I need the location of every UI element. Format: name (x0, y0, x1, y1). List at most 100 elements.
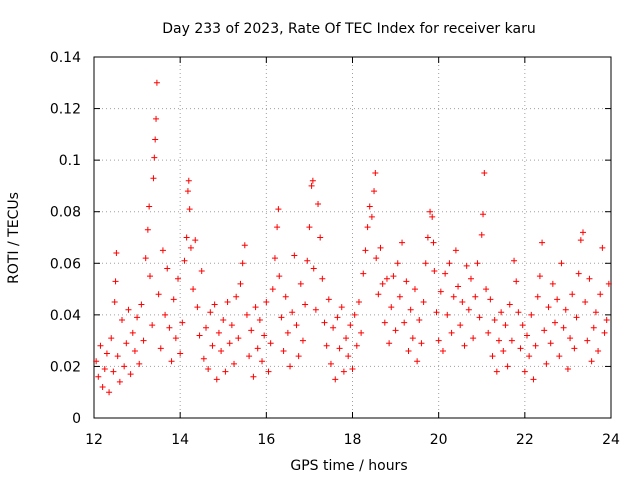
data-point (463, 262, 470, 269)
data-point (239, 260, 246, 267)
y-tick-label: 0.14 (50, 50, 81, 66)
data-point (308, 182, 315, 189)
data-point (152, 136, 159, 143)
data-point (241, 242, 248, 249)
data-point (295, 353, 302, 360)
y-tick-label: 0.02 (50, 359, 81, 375)
data-point (97, 342, 104, 349)
data-point (371, 188, 378, 195)
data-point (327, 360, 334, 367)
data-point (330, 324, 337, 331)
data-point (205, 366, 212, 373)
data-point (448, 329, 455, 336)
data-point (450, 293, 457, 300)
tick-marks (93, 56, 612, 419)
data-point (269, 286, 276, 293)
data-point (194, 304, 201, 311)
data-point (343, 335, 350, 342)
data-point (392, 327, 399, 334)
data-point (254, 345, 261, 352)
data-point (155, 291, 162, 298)
data-point (338, 304, 345, 311)
data-point (571, 345, 578, 352)
data-point (373, 255, 380, 262)
data-point (304, 257, 311, 264)
data-point (532, 342, 539, 349)
grid-lines (94, 57, 611, 418)
data-point (345, 353, 352, 360)
data-point (231, 360, 238, 367)
data-point (582, 298, 589, 305)
data-point (265, 368, 272, 375)
data-point (513, 278, 520, 285)
data-point (368, 213, 375, 220)
data-point (534, 293, 541, 300)
data-point (284, 329, 291, 336)
data-point (377, 244, 384, 251)
data-point (577, 237, 584, 244)
data-point (502, 322, 509, 329)
data-point (309, 177, 316, 184)
data-point (530, 376, 537, 383)
y-tick-labels: 0 0.02 0.04 0.06 0.08 0.1 0.12 0.14 (50, 50, 81, 427)
data-point (168, 358, 175, 365)
data-point (517, 345, 524, 352)
data-point (172, 335, 179, 342)
data-point (248, 327, 255, 334)
x-tick-label: 20 (430, 432, 448, 448)
data-point (379, 280, 386, 287)
data-point (190, 286, 197, 293)
data-point (325, 296, 332, 303)
data-point (306, 224, 313, 231)
data-point (541, 327, 548, 334)
data-point (474, 260, 481, 267)
data-point (297, 280, 304, 287)
data-point (480, 211, 487, 218)
data-point (243, 311, 250, 318)
data-point (498, 309, 505, 316)
data-point (605, 280, 612, 287)
data-point (153, 79, 160, 86)
data-point (113, 249, 120, 256)
data-point (261, 332, 268, 339)
data-point (213, 376, 220, 383)
data-point (351, 311, 358, 318)
data-point (411, 286, 418, 293)
data-point (569, 291, 576, 298)
data-point (108, 335, 115, 342)
x-tick-label: 12 (85, 432, 103, 448)
data-point (446, 260, 453, 267)
data-point (427, 208, 434, 215)
data-point (407, 306, 414, 313)
x-tick-label: 22 (516, 432, 534, 448)
data-point (383, 275, 390, 282)
data-point (192, 237, 199, 244)
data-point (250, 373, 257, 380)
data-point (457, 322, 464, 329)
data-point (146, 203, 153, 210)
data-point (144, 226, 151, 233)
data-point (424, 234, 431, 241)
data-point (549, 280, 556, 287)
data-point (153, 115, 160, 122)
data-point (483, 286, 490, 293)
data-point (579, 229, 586, 236)
x-tick-label: 14 (171, 432, 189, 448)
data-point (111, 298, 118, 305)
data-point (358, 329, 365, 336)
data-point (218, 347, 225, 354)
data-point (442, 270, 449, 277)
data-point (418, 340, 425, 347)
data-point (293, 322, 300, 329)
chart-title: Day 233 of 2023, Rate Of TEC Index for r… (162, 21, 535, 37)
data-point (588, 358, 595, 365)
data-point (203, 324, 210, 331)
data-point (592, 309, 599, 316)
data-point (476, 314, 483, 321)
data-point (299, 337, 306, 344)
data-point (381, 319, 388, 326)
data-point (599, 244, 606, 251)
data-point (444, 311, 451, 318)
data-point (274, 224, 281, 231)
x-tick-labels: 12 14 16 18 20 22 24 (85, 432, 620, 448)
